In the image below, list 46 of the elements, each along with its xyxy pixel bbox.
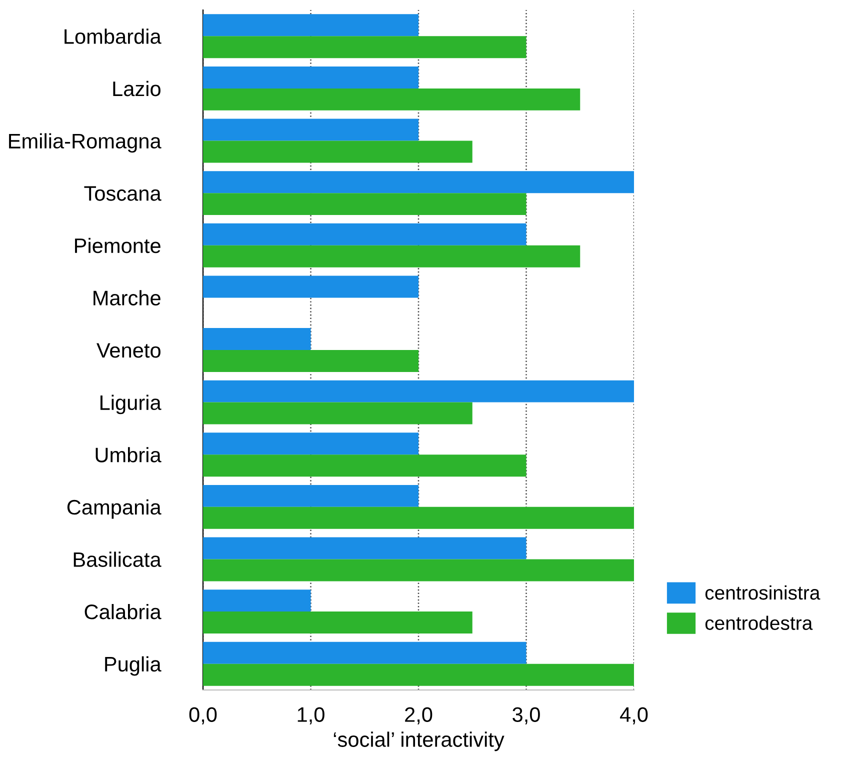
y-tick-label: Lombardia (64, 28, 162, 44)
bar (203, 537, 526, 560)
y-tick-label: Marche (94, 290, 160, 306)
bar (203, 14, 418, 36)
x-tick-label: 0,0 (189, 707, 217, 724)
bar (203, 276, 418, 298)
bar (203, 380, 634, 402)
y-tick-label: Lazio (113, 80, 160, 96)
bar (203, 664, 634, 686)
x-axis-title: ‘social’ interactivity (334, 732, 504, 752)
bar (203, 454, 526, 477)
y-tick-label: Liguria (100, 394, 162, 414)
bar (203, 66, 418, 88)
bar (203, 642, 526, 664)
bar (203, 612, 472, 634)
y-tick-label: Puglia (105, 656, 162, 676)
y-tick-label: Calabria (84, 604, 162, 620)
y-tick-label: Piemonte (75, 238, 160, 254)
bar (203, 245, 580, 268)
bar (203, 432, 418, 455)
bar (203, 118, 418, 141)
bar (203, 484, 418, 507)
bar (203, 350, 418, 372)
y-tick-label: Emilia-Romagna (9, 133, 162, 153)
bar (203, 193, 526, 216)
legend-label: centrodestra (705, 616, 813, 630)
x-tick-label: 2,0 (405, 707, 432, 724)
bar (203, 402, 472, 424)
bar (203, 590, 311, 612)
y-tick-label: Toscana (84, 186, 162, 201)
bar (203, 88, 580, 110)
x-tick-label: 4,0 (620, 707, 648, 724)
y-tick-label: Basilicata (74, 552, 162, 567)
bar (203, 223, 526, 246)
bar (203, 328, 311, 350)
y-tick-label: Veneto (96, 343, 160, 358)
y-tick-label: Umbria (96, 447, 162, 462)
bar (203, 36, 526, 58)
legend-label: centrosinistra (705, 585, 820, 600)
x-tick-label: 3,0 (512, 707, 540, 724)
bar (203, 559, 634, 582)
bar (203, 506, 634, 529)
bar (203, 140, 472, 163)
x-tick-label: 1,0 (298, 707, 324, 724)
y-tick-label: Campania (67, 499, 162, 519)
bar (203, 171, 634, 194)
